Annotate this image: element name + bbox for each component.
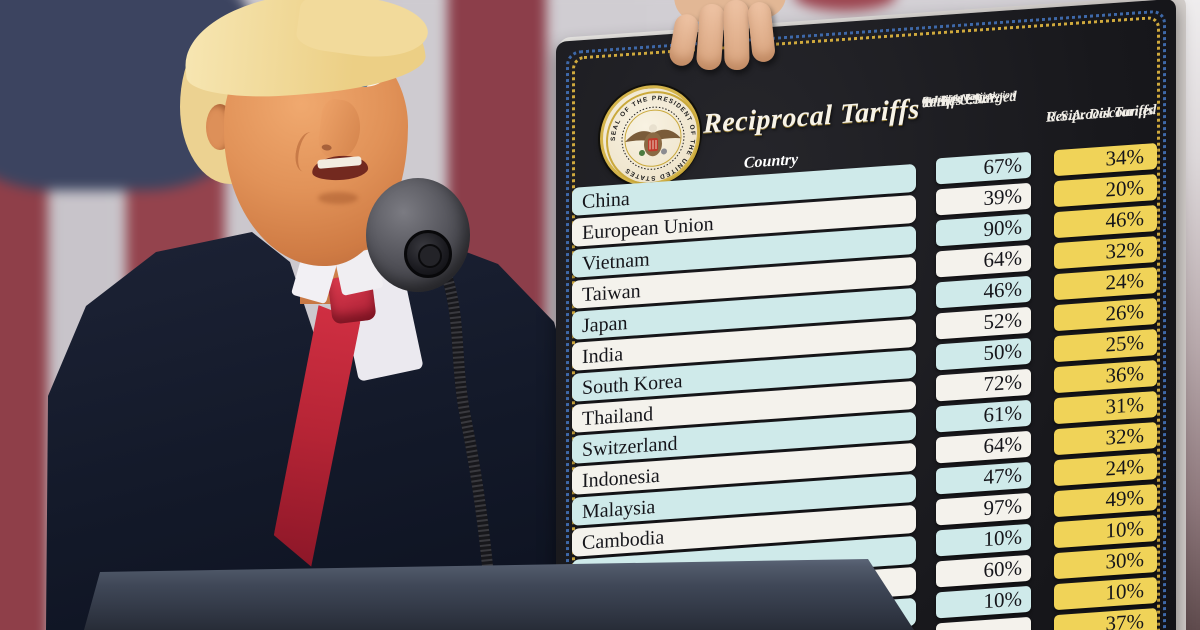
flag-red-stripe	[793, 0, 897, 12]
finger	[723, 0, 750, 71]
tariff-board: SEAL OF THE PRESIDENT OF THE UNITED STAT…	[556, 0, 1176, 630]
microphone-capsule	[404, 230, 452, 278]
hand-holding-board	[667, 0, 808, 108]
presidential-seal-icon: SEAL OF THE PRESIDENT OF THE UNITED STAT…	[600, 81, 700, 189]
finger	[667, 12, 701, 68]
finger	[695, 3, 726, 71]
chin-shadow	[318, 192, 358, 204]
